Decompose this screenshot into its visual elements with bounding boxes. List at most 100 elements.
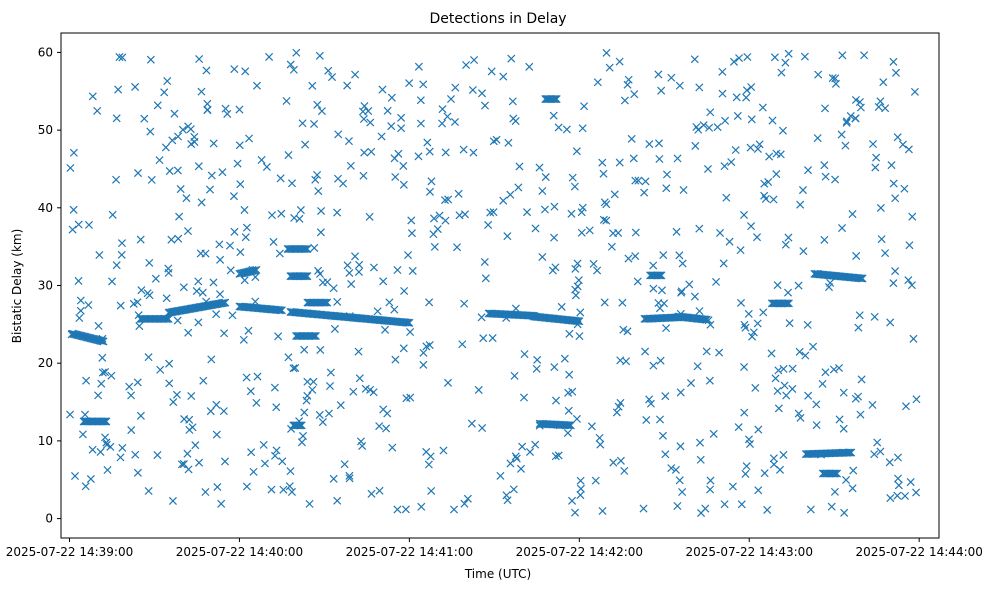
detection-point bbox=[509, 114, 518, 123]
detection-point bbox=[794, 281, 803, 290]
detection-point bbox=[722, 193, 731, 202]
detection-point bbox=[236, 180, 245, 189]
detection-point bbox=[900, 491, 910, 500]
detection-point bbox=[905, 241, 914, 250]
detection-point bbox=[463, 494, 472, 503]
detection-point bbox=[634, 176, 643, 185]
y-tick-label: 10 bbox=[38, 434, 53, 448]
detection-point bbox=[397, 124, 406, 133]
detection-point bbox=[908, 212, 917, 221]
detection-point bbox=[552, 95, 561, 104]
detection-point bbox=[367, 489, 376, 498]
detection-point bbox=[257, 155, 266, 164]
detection-point bbox=[860, 51, 869, 60]
detection-point bbox=[706, 108, 715, 117]
detection-point bbox=[358, 441, 367, 451]
detection-point bbox=[416, 119, 425, 128]
detection-point bbox=[901, 402, 911, 411]
detection-point bbox=[585, 226, 594, 235]
detection-point bbox=[177, 460, 186, 469]
detection-point bbox=[220, 329, 229, 338]
detection-point bbox=[804, 391, 813, 400]
detection-point bbox=[367, 147, 376, 156]
detection-point bbox=[839, 424, 848, 433]
detection-point bbox=[373, 307, 382, 316]
detection-point bbox=[706, 485, 715, 494]
detection-point bbox=[755, 140, 764, 149]
detection-point bbox=[272, 403, 281, 412]
detection-point bbox=[300, 408, 309, 417]
detection-point bbox=[333, 208, 342, 217]
detection-point bbox=[743, 52, 752, 61]
detection-point bbox=[286, 60, 295, 69]
detection-point bbox=[194, 318, 203, 327]
detection-point bbox=[616, 456, 625, 465]
detection-point bbox=[477, 89, 487, 98]
detection-point bbox=[889, 179, 898, 188]
detection-point bbox=[233, 159, 242, 168]
detection-point bbox=[212, 430, 221, 439]
detection-point bbox=[287, 179, 297, 188]
detection-point bbox=[360, 148, 369, 157]
detection-point bbox=[633, 277, 642, 286]
detection-point bbox=[107, 371, 116, 380]
detection-point bbox=[329, 474, 338, 483]
detection-point bbox=[814, 70, 823, 79]
detection-point bbox=[777, 68, 786, 77]
detection-point bbox=[212, 310, 221, 319]
detection-point bbox=[303, 377, 312, 386]
detection-point bbox=[454, 189, 463, 198]
detection-point bbox=[155, 156, 164, 165]
detection-point bbox=[235, 141, 244, 150]
detection-point bbox=[444, 195, 453, 204]
detection-point bbox=[889, 57, 898, 66]
detection-point bbox=[788, 384, 797, 393]
detection-point bbox=[310, 119, 319, 129]
detection-point bbox=[607, 242, 616, 251]
detection-point bbox=[117, 250, 126, 259]
detection-point bbox=[74, 220, 83, 229]
detection-point bbox=[239, 335, 248, 344]
detection-point bbox=[598, 506, 607, 516]
y-tick-label: 60 bbox=[38, 45, 53, 59]
detection-point bbox=[478, 424, 487, 433]
detection-point bbox=[567, 209, 576, 218]
detection-point bbox=[183, 449, 192, 458]
detection-point bbox=[343, 261, 352, 270]
detection-point bbox=[162, 314, 171, 323]
detection-point bbox=[146, 55, 155, 64]
detection-point bbox=[595, 433, 604, 442]
detection-point bbox=[834, 363, 844, 372]
detection-point bbox=[172, 390, 181, 399]
detection-point bbox=[523, 208, 532, 217]
detection-point bbox=[228, 311, 237, 320]
detection-point bbox=[225, 241, 235, 250]
detection-point bbox=[333, 496, 342, 505]
detection-point bbox=[194, 277, 203, 286]
detection-point bbox=[88, 445, 97, 454]
plot-frame bbox=[60, 32, 940, 539]
detection-point bbox=[242, 223, 251, 232]
detection-point bbox=[108, 277, 117, 286]
detection-point bbox=[610, 190, 619, 199]
detection-point bbox=[754, 425, 763, 434]
detection-point bbox=[425, 341, 434, 350]
detection-point bbox=[365, 212, 374, 221]
detection-point bbox=[315, 410, 324, 419]
detection-point bbox=[439, 446, 448, 455]
detection-point bbox=[69, 205, 78, 214]
detection-point bbox=[781, 58, 790, 67]
detection-point bbox=[278, 457, 287, 466]
detection-point bbox=[609, 229, 618, 238]
detection-point bbox=[593, 78, 602, 87]
detection-point bbox=[784, 299, 793, 308]
detection-point bbox=[573, 320, 582, 329]
detection-point bbox=[881, 104, 890, 113]
detection-point bbox=[300, 244, 309, 254]
detection-point bbox=[173, 316, 182, 325]
detection-point bbox=[241, 233, 250, 242]
detection-point bbox=[725, 237, 734, 246]
detection-point bbox=[301, 140, 310, 149]
detection-point bbox=[133, 378, 142, 387]
detection-point bbox=[302, 396, 311, 405]
